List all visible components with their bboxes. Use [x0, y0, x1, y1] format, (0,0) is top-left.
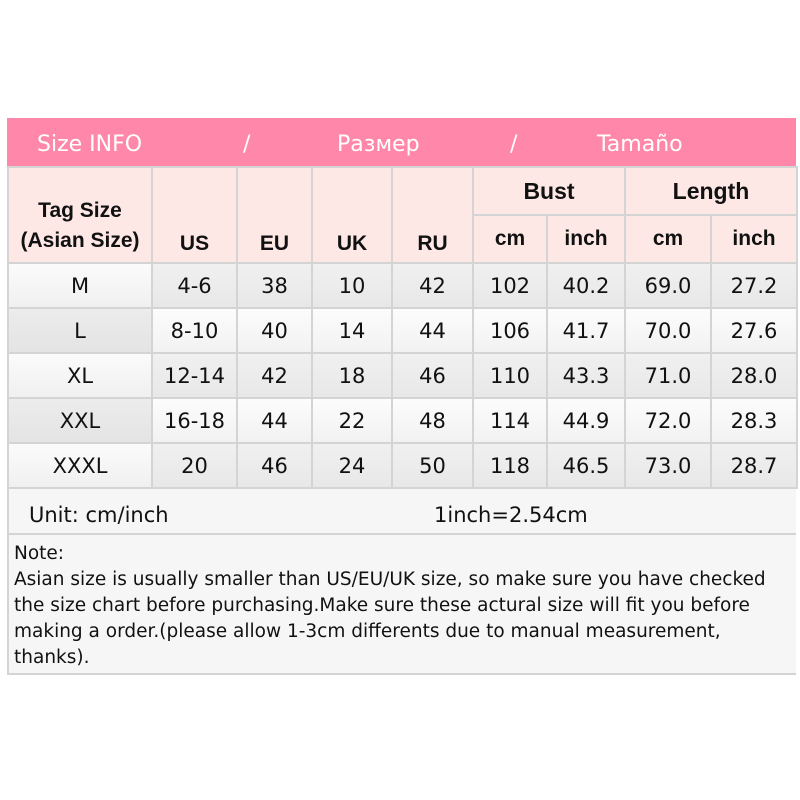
- cell-ru: 50: [391, 442, 474, 489]
- cell-length-inch: 28.3: [710, 397, 798, 444]
- cell-us: 20: [151, 442, 238, 489]
- size-info-banner: Size INFO / Размер / Tamaño: [7, 118, 796, 166]
- cell-tag-size: XXL: [7, 397, 153, 444]
- cell-bust-cm: 114: [472, 397, 548, 444]
- cell-bust-cm: 102: [472, 262, 548, 309]
- size-table: Tag Size (Asian Size) US EU UK RU Bust L…: [7, 166, 798, 489]
- cell-bust-inch: 41.7: [546, 307, 626, 354]
- size-chart: Size INFO / Размер / Tamaño Tag Size (As…: [7, 118, 798, 675]
- cell-length-cm: 69.0: [624, 262, 712, 309]
- cell-eu: 44: [236, 397, 313, 444]
- cell-tag-size: XXXL: [7, 442, 153, 489]
- cell-bust-inch: 40.2: [546, 262, 626, 309]
- banner-title-es: Tamaño: [597, 132, 683, 157]
- cell-tag-size: L: [7, 307, 153, 354]
- cell-tag-size: XL: [7, 352, 153, 399]
- note-text: Asian size is usually smaller than US/EU…: [14, 569, 766, 668]
- header-eu: EU: [236, 166, 313, 264]
- table-row: XXL 16-18 44 22 48 114 44.9 72.0 28.3: [7, 397, 798, 444]
- header-us: US: [151, 166, 238, 264]
- cell-bust-inch: 44.9: [546, 397, 626, 444]
- cell-length-cm: 72.0: [624, 397, 712, 444]
- note-box: Note: Asian size is usually smaller than …: [7, 535, 796, 675]
- unit-row: Unit: cm/inch 1inch=2.54cm: [7, 489, 796, 535]
- cell-uk: 18: [311, 352, 393, 399]
- header-bust: Bust: [472, 166, 626, 216]
- banner-separator: /: [510, 132, 518, 157]
- cell-eu: 46: [236, 442, 313, 489]
- cell-bust-inch: 46.5: [546, 442, 626, 489]
- unit-conversion: 1inch=2.54cm: [434, 503, 588, 527]
- cell-ru: 48: [391, 397, 474, 444]
- table-row: XXXL 20 46 24 50 118 46.5 73.0 28.7: [7, 442, 798, 489]
- cell-uk: 24: [311, 442, 393, 489]
- banner-title-ru: Размер: [337, 132, 420, 157]
- cell-length-cm: 70.0: [624, 307, 712, 354]
- header-ru: RU: [391, 166, 474, 264]
- cell-us: 16-18: [151, 397, 238, 444]
- cell-length-inch: 27.2: [710, 262, 798, 309]
- note-title: Note:: [14, 543, 65, 564]
- header-uk: UK: [311, 166, 393, 264]
- cell-length-cm: 71.0: [624, 352, 712, 399]
- cell-length-inch: 27.6: [710, 307, 798, 354]
- header-length-cm: cm: [624, 214, 712, 264]
- cell-bust-cm: 106: [472, 307, 548, 354]
- cell-us: 12-14: [151, 352, 238, 399]
- unit-label: Unit: cm/inch: [29, 503, 169, 527]
- cell-uk: 22: [311, 397, 393, 444]
- cell-bust-cm: 110: [472, 352, 548, 399]
- header-bust-inch: inch: [546, 214, 626, 264]
- cell-uk: 10: [311, 262, 393, 309]
- cell-ru: 46: [391, 352, 474, 399]
- cell-ru: 42: [391, 262, 474, 309]
- cell-us: 8-10: [151, 307, 238, 354]
- cell-eu: 40: [236, 307, 313, 354]
- header-tag-size: Tag Size (Asian Size): [7, 166, 153, 264]
- cell-uk: 14: [311, 307, 393, 354]
- table-row: L 8-10 40 14 44 106 41.7 70.0 27.6: [7, 307, 798, 354]
- cell-us: 4-6: [151, 262, 238, 309]
- cell-tag-size: M: [7, 262, 153, 309]
- cell-eu: 38: [236, 262, 313, 309]
- table-row: M 4-6 38 10 42 102 40.2 69.0 27.2: [7, 262, 798, 309]
- header-bust-cm: cm: [472, 214, 548, 264]
- cell-length-cm: 73.0: [624, 442, 712, 489]
- banner-separator: /: [243, 132, 251, 157]
- cell-length-inch: 28.0: [710, 352, 798, 399]
- banner-title-en: Size INFO: [37, 132, 143, 157]
- cell-bust-cm: 118: [472, 442, 548, 489]
- cell-ru: 44: [391, 307, 474, 354]
- cell-length-inch: 28.7: [710, 442, 798, 489]
- header-length-inch: inch: [710, 214, 798, 264]
- cell-bust-inch: 43.3: [546, 352, 626, 399]
- cell-eu: 42: [236, 352, 313, 399]
- header-length: Length: [624, 166, 798, 216]
- table-row: XL 12-14 42 18 46 110 43.3 71.0 28.0: [7, 352, 798, 399]
